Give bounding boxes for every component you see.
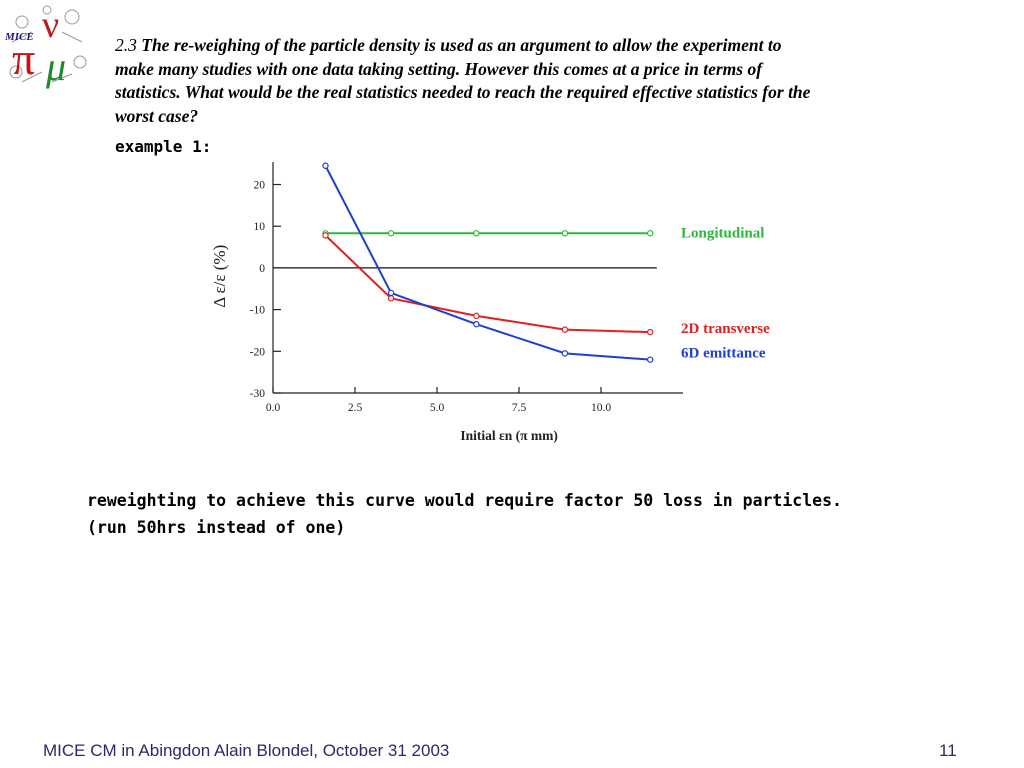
series-label: 2D transverse <box>681 321 770 337</box>
question-text: The re-weighing of the particle density … <box>115 35 811 126</box>
data-point <box>387 230 395 237</box>
page-number: 11 <box>939 741 957 760</box>
data-point <box>647 356 654 363</box>
question-text-block: 2.3 The re-weighing of the particle dens… <box>115 34 815 128</box>
chart-axes: 20 10 0 -10 -20 -300.0 2.5 5.0 7.5 10.0 Initial εn… <box>210 162 683 443</box>
data-point <box>647 230 654 237</box>
data-point <box>322 232 329 239</box>
logo-text: MICE <box>4 31 34 43</box>
svg-text:π: π <box>12 33 35 84</box>
x-tick-label: 5.0 <box>430 402 445 414</box>
y-tick-label: 20 <box>254 180 266 192</box>
y-tick-label: -30 <box>250 388 266 400</box>
svg-text:ν: ν <box>42 4 59 46</box>
note-line-2: (run 50hrs instead of one) <box>87 518 346 537</box>
svg-text:μ: μ <box>45 44 66 89</box>
emittance-chart: 20 10 0 -10 -20 -300.0 2.5 5.0 7.5 10.0 Initial εn… <box>210 162 770 443</box>
y-tick-label: -10 <box>250 305 266 317</box>
question-number: 2.3 <box>115 35 137 55</box>
x-tick-label: 2.5 <box>348 402 363 414</box>
note-line-1: reweighting to achieve this curve would … <box>87 491 842 510</box>
data-point <box>473 312 480 320</box>
data-point <box>322 162 329 169</box>
data-point <box>647 328 654 336</box>
y-tick-label: 10 <box>254 221 266 233</box>
mice-logo: MICE π ν μ <box>4 4 87 89</box>
data-point <box>473 230 480 237</box>
x-tick-label: 10.0 <box>591 402 611 414</box>
series-line <box>324 234 651 334</box>
y-tick-label: 0 <box>259 263 265 275</box>
example-label: example 1: <box>115 137 212 156</box>
x-axis-label: Initial εn (π mm) <box>460 428 558 443</box>
footer-text: MICE CM in Abingdon Alain Blondel, Octob… <box>43 741 450 760</box>
note-block: reweighting to achieve this curve would … <box>87 487 987 541</box>
x-tick-label: 0.0 <box>266 402 281 414</box>
data-point <box>473 320 480 328</box>
data-point <box>561 326 569 333</box>
x-tick-label: 7.5 <box>512 402 527 414</box>
y-tick-label: -20 <box>250 346 266 358</box>
chart-labels: Longitudinal 2D transverse 6D emittance <box>681 225 770 361</box>
data-point <box>387 289 395 297</box>
chart-series <box>322 162 654 363</box>
data-point <box>561 230 569 237</box>
series-label: 6D emittance <box>681 346 766 362</box>
data-point <box>387 295 395 302</box>
series-label: Longitudinal <box>681 225 764 241</box>
data-point <box>561 350 569 357</box>
y-axis-label: Δ ε/ε (%) <box>210 245 229 308</box>
